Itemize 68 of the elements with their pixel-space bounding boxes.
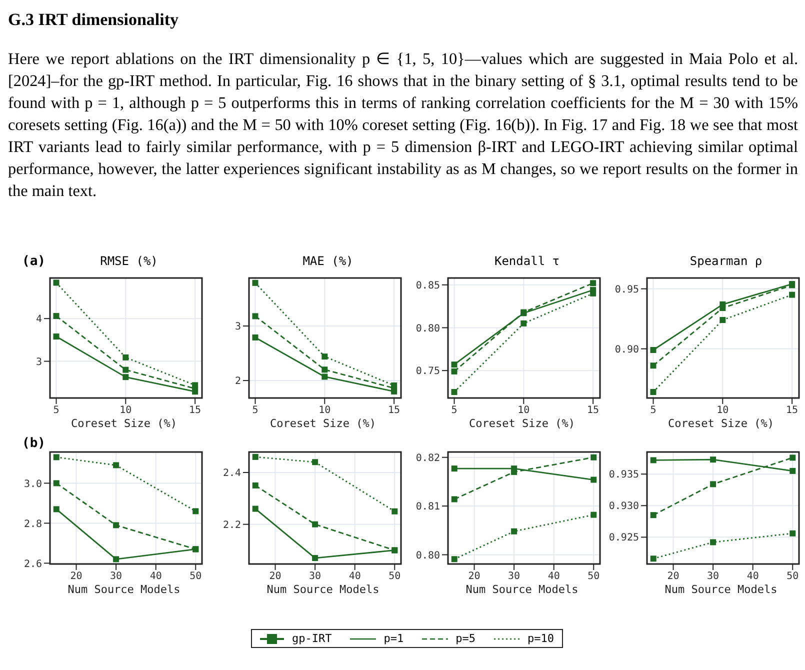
y-tick-label: 0.930 [608, 501, 639, 512]
x-tick-label: 50 [190, 571, 202, 582]
y-tick-label: 0.95 [614, 284, 639, 296]
y-tick-label: 3 [36, 356, 42, 368]
x-tick-label: 20 [468, 571, 480, 582]
y-tick-label: 0.75 [416, 366, 440, 378]
x-tick-label: 20 [70, 571, 82, 582]
x-tick-label: 40 [746, 571, 759, 582]
x-axis-title: Coreset Size (%) [667, 417, 775, 430]
chart-title: RMSE (%) [99, 254, 159, 268]
y-tick-label: 0.935 [608, 470, 639, 481]
y-tick-label: 0.90 [614, 344, 639, 356]
text: (b) [22, 436, 46, 451]
x-axis-title: Num Source Models [66, 583, 182, 596]
text: (a) [22, 254, 46, 269]
y-tick-label: 2.6 [24, 558, 42, 570]
x-tick-label: 50 [786, 571, 799, 582]
y-tick-label: 2 [234, 376, 241, 388]
x-tick-label: 30 [309, 571, 322, 582]
y-tick-label: 0.82 [416, 452, 440, 464]
x-axis-title: Coreset Size (%) [269, 417, 377, 430]
y-tick-label: 2.8 [24, 518, 42, 530]
legend-label: p=1 [382, 632, 404, 645]
legend-title: gp-IRT [291, 632, 332, 645]
x-axis-title: Num Source Models [266, 583, 380, 596]
x-tick-label: 10 [318, 405, 331, 416]
chart-title: Spearman ρ [688, 254, 764, 268]
y-tick-label: 0.925 [608, 532, 639, 544]
y-tick-label: 0.85 [416, 280, 440, 292]
x-tick-label: 15 [189, 405, 202, 416]
x-tick-label: 30 [110, 571, 122, 582]
legend-label: p=5 [454, 632, 476, 645]
legend-label: p=10 [526, 632, 554, 645]
x-tick-label: 15 [587, 405, 600, 416]
x-tick-label: 10 [716, 405, 729, 416]
y-tick-label: 3 [234, 322, 241, 333]
y-tick-label: 0.80 [416, 323, 440, 334]
x-axis-title: Num Source Models [664, 583, 778, 596]
x-tick-label: 10 [518, 405, 530, 416]
chart-title: MAE (%) [302, 254, 354, 268]
y-tick-label: 2.4 [222, 468, 241, 480]
text: Here we report ablations on the IRT dimensionality p ∈ {1, 5, 10}—values which are suggested in Maia Polo et al. [2024]–for the gp-IRT method. In particular, Fig. 16 shows that in the binary setting of § 3.1, optimal results tend to be found with p = 1, although p = 5 outperforms this in terms of ranking correlation coefficients for the M = 30 with 15% coresets setting (Fig. 16(a)) and the M = 50 with 10% coreset setting (Fig. 16(b)). In Fig. 17 and Fig. 18 we see that most IRT variants lead to fairly similar performance, with p = 5 dimension β-IRT and LEGO-IRT achieving similar optimal performance, however, the latter experiences significant instability as as M changes, so we report results on the former in the main text. [8, 49, 798, 202]
x-tick-label: 50 [388, 571, 401, 582]
x-tick-label: 5 [650, 405, 656, 416]
x-axis-title: Coreset Size (%) [468, 417, 576, 430]
x-tick-label: 20 [269, 571, 282, 582]
x-tick-label: 50 [588, 571, 600, 582]
x-axis-title: Num Source Models [464, 583, 580, 596]
x-tick-label: 5 [451, 405, 458, 416]
y-tick-label: 4 [36, 314, 42, 326]
x-tick-label: 5 [53, 405, 60, 416]
x-tick-label: 10 [120, 405, 132, 416]
x-tick-label: 15 [388, 405, 400, 416]
chart-title: Kendall τ [493, 254, 561, 268]
x-tick-label: 40 [348, 571, 361, 582]
x-axis-title: Coreset Size (%) [70, 417, 178, 430]
x-tick-label: 40 [150, 571, 162, 582]
x-tick-label: 30 [707, 571, 720, 582]
text: G.3 IRT dimensionality [8, 10, 180, 30]
x-tick-label: 15 [786, 405, 798, 416]
y-tick-label: 0.80 [416, 550, 440, 562]
y-tick-label: 2.2 [222, 520, 241, 531]
x-tick-label: 40 [548, 571, 560, 582]
y-tick-label: 0.81 [416, 502, 440, 513]
x-tick-label: 20 [667, 571, 680, 582]
x-tick-label: 5 [252, 405, 258, 416]
y-tick-label: 3.0 [24, 478, 42, 490]
x-tick-label: 30 [508, 571, 520, 582]
